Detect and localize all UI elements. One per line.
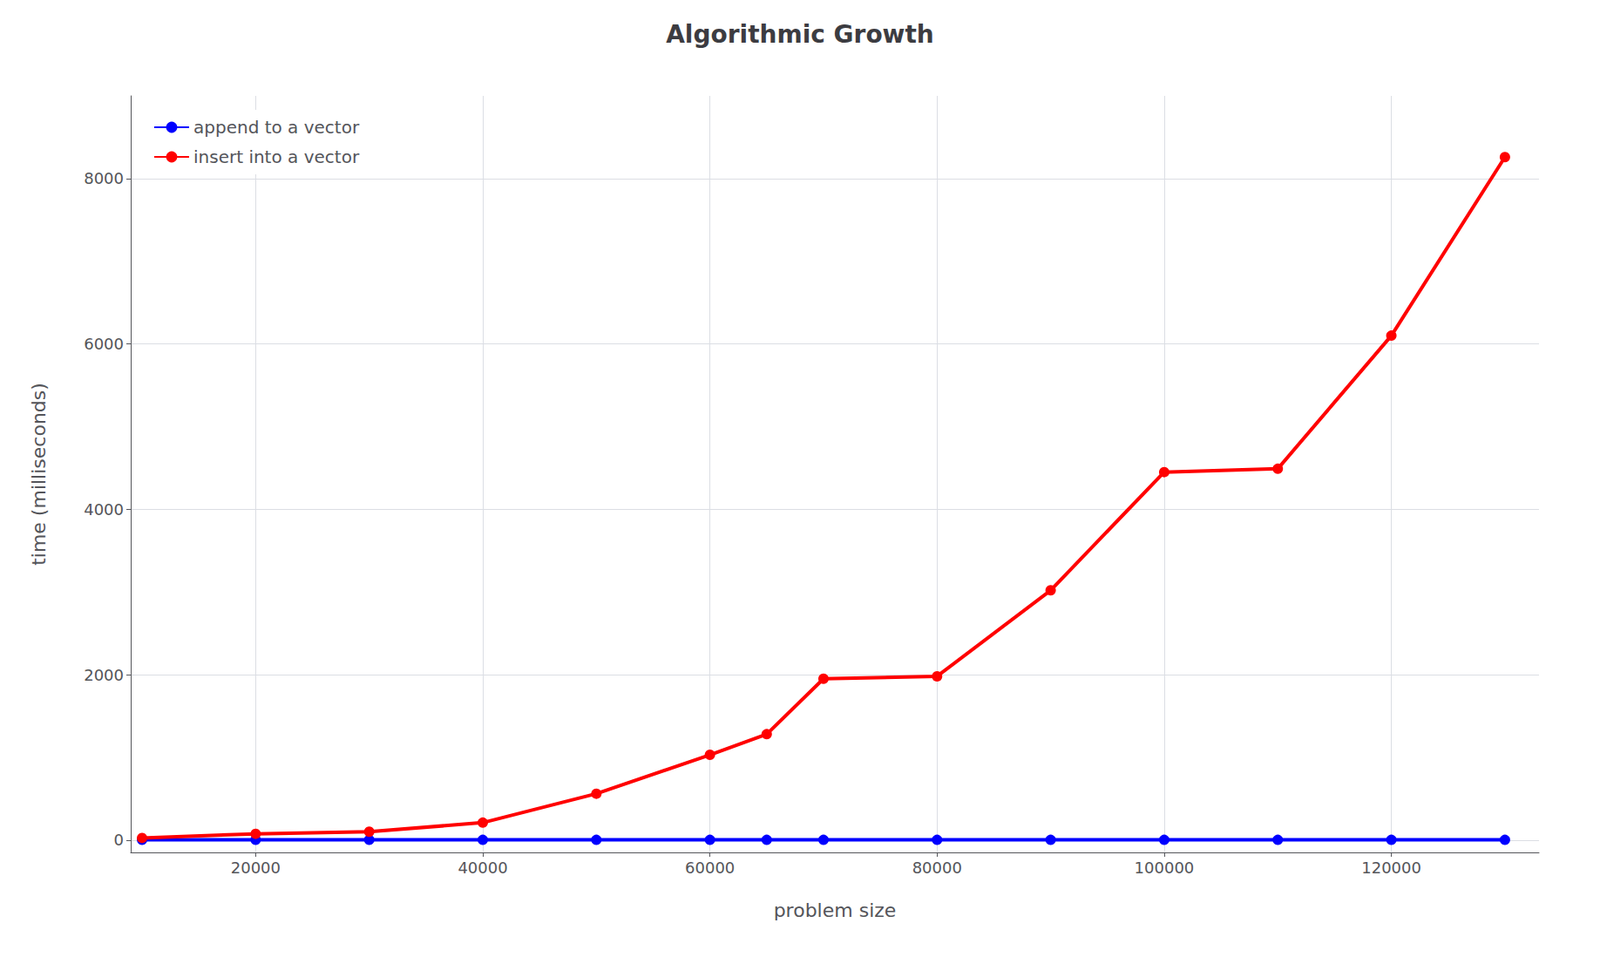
svg-text:insert into a vector: insert into a vector bbox=[193, 146, 360, 168]
svg-text:40000: 40000 bbox=[457, 858, 508, 877]
svg-text:time (milliseconds): time (milliseconds) bbox=[27, 382, 50, 566]
svg-text:60000: 60000 bbox=[684, 858, 735, 877]
svg-text:120000: 120000 bbox=[1361, 858, 1422, 877]
svg-text:Algorithmic Growth: Algorithmic Growth bbox=[665, 20, 935, 49]
svg-text:4000: 4000 bbox=[83, 500, 124, 519]
svg-text:append to a vector: append to a vector bbox=[193, 116, 360, 138]
svg-text:6000: 6000 bbox=[83, 334, 124, 353]
svg-text:problem size: problem size bbox=[773, 899, 897, 922]
svg-text:100000: 100000 bbox=[1134, 858, 1195, 877]
svg-text:20000: 20000 bbox=[230, 858, 281, 877]
svg-text:0: 0 bbox=[114, 830, 124, 849]
svg-text:2000: 2000 bbox=[83, 665, 124, 685]
svg-text:8000: 8000 bbox=[83, 169, 124, 188]
svg-text:80000: 80000 bbox=[912, 858, 963, 877]
